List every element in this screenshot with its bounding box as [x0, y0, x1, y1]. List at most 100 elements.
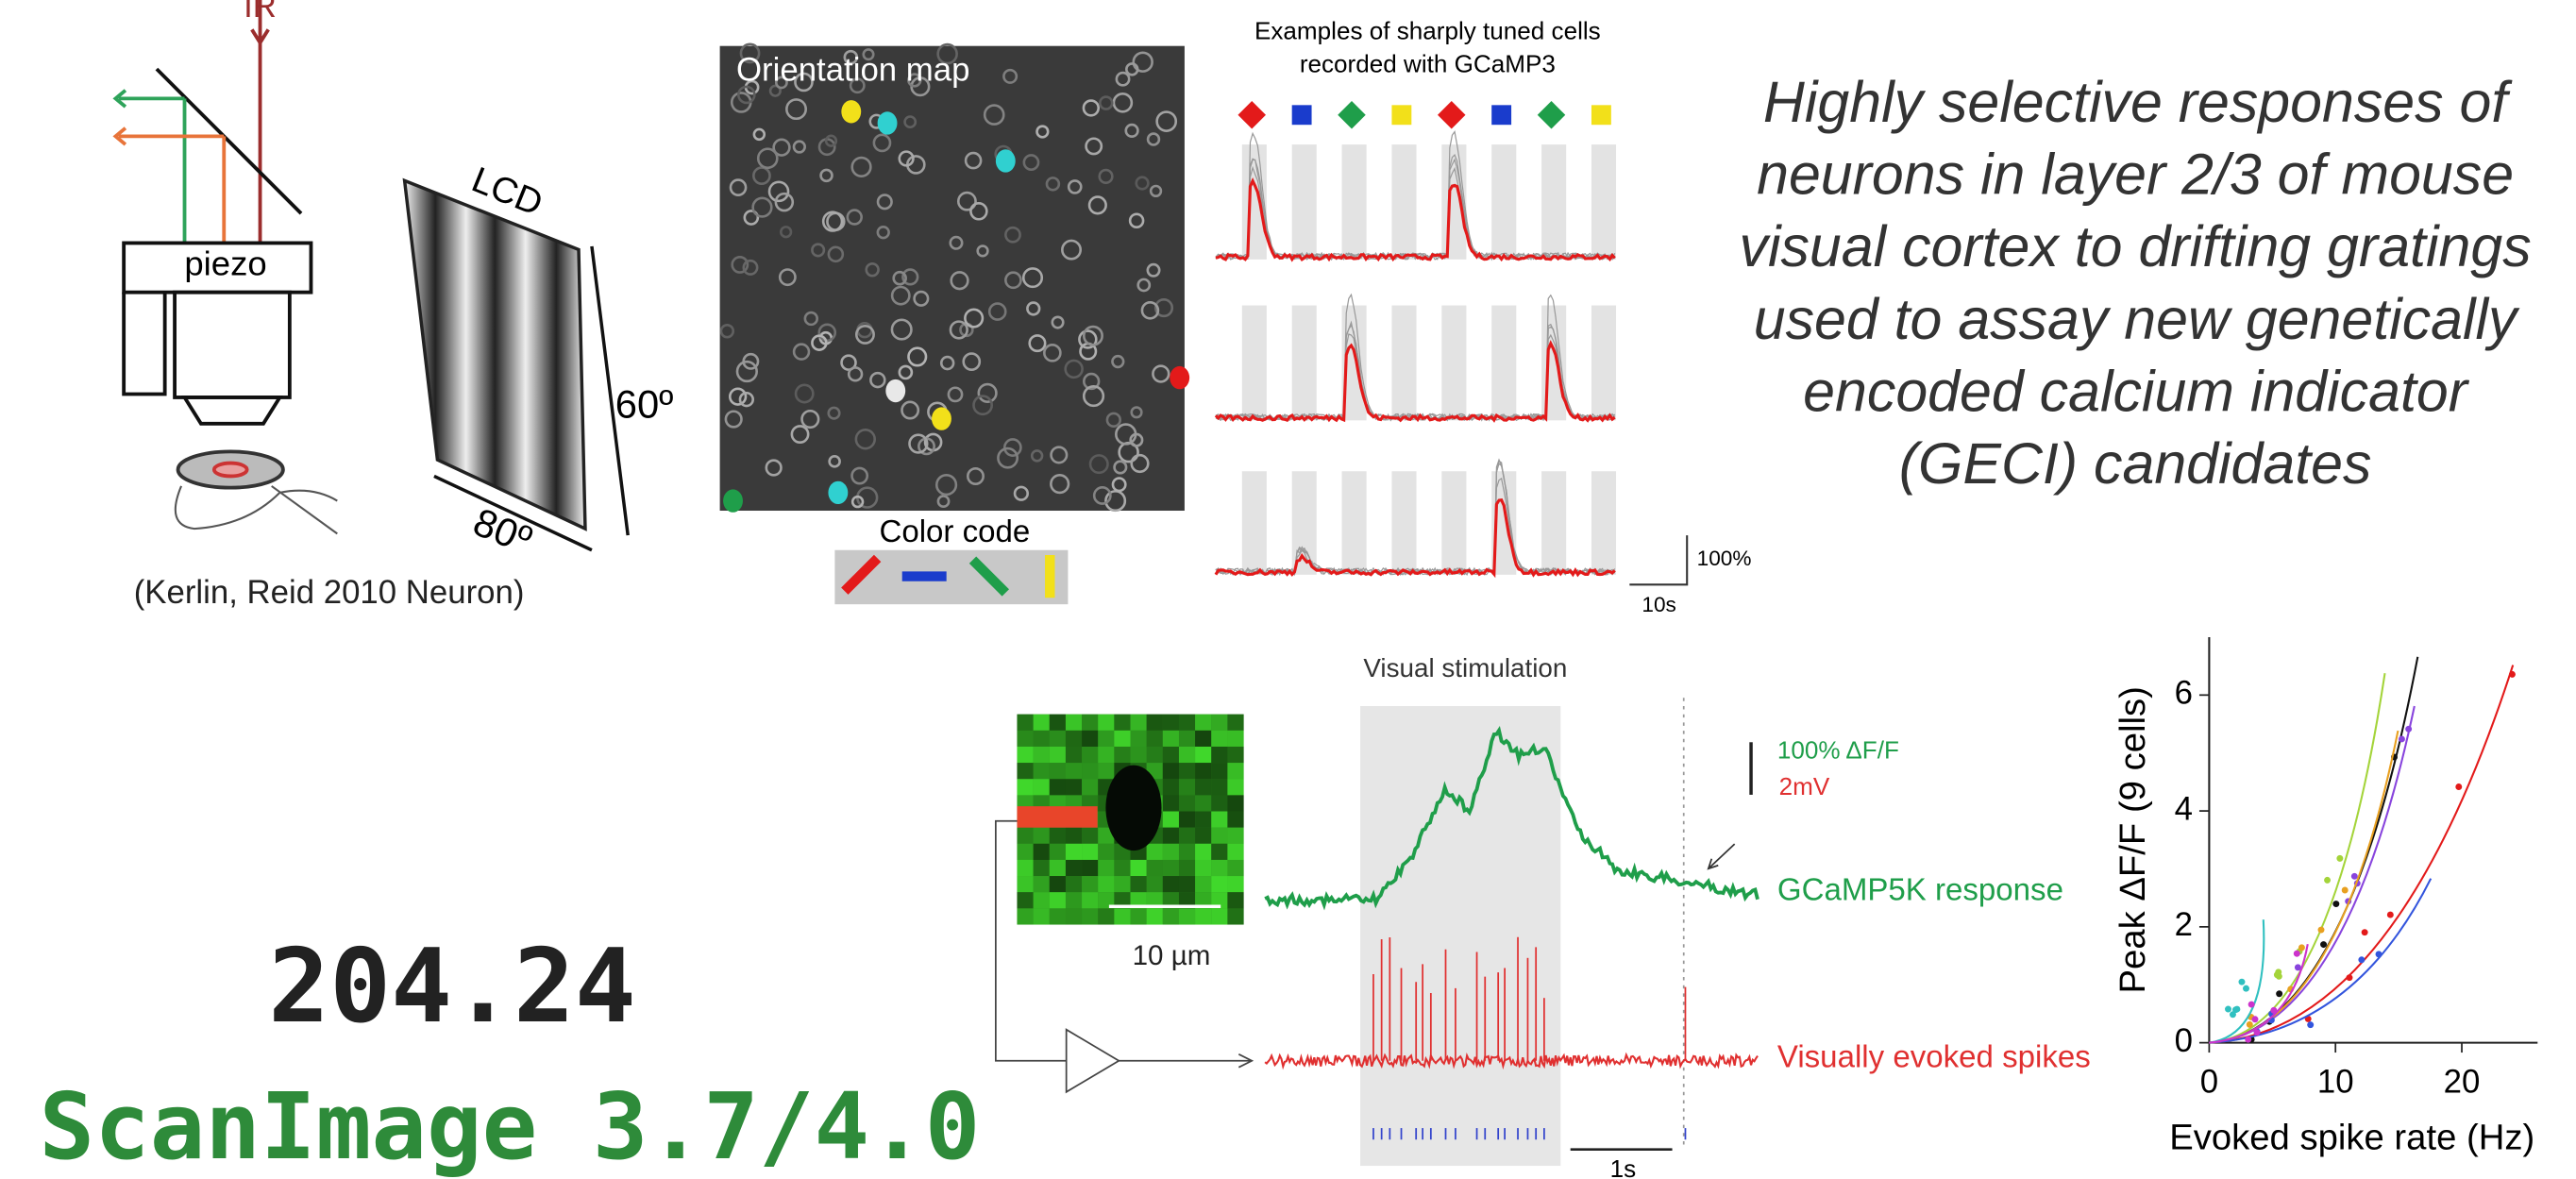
headline-line: neurons in layer 2/3 of mouse [1757, 143, 2514, 207]
tuning-title: recorded with GCaMP3 [1300, 49, 1556, 77]
y-axis-label: Peak ΔF/F (9 cells) [2113, 686, 2153, 993]
color-code-label: Color code [879, 514, 1030, 549]
sample-dot [2358, 956, 2365, 963]
pixel [1179, 876, 1195, 892]
x-tick-label: 10 [2317, 1064, 2354, 1100]
pixel [1147, 908, 1163, 924]
pixel [1179, 860, 1195, 876]
pixel [1163, 812, 1179, 828]
sample-dot [2387, 912, 2394, 918]
pixel [1017, 876, 1033, 892]
sample-dot [2318, 927, 2325, 934]
tuned-cell [841, 100, 861, 123]
sample-dot [2509, 671, 2516, 678]
pixel [1179, 828, 1195, 844]
pixel [1114, 731, 1130, 747]
headline-line: (GECI) candidates [1899, 431, 2372, 496]
pixel [1179, 812, 1195, 828]
pixel [1034, 892, 1050, 908]
sample-dot [2238, 979, 2245, 985]
stimulus-stripe [1541, 471, 1566, 575]
pixel [1098, 844, 1114, 860]
tuned-cell [932, 407, 951, 429]
pixel [1034, 860, 1050, 876]
stimulus-stripe [1591, 471, 1616, 575]
pipette [1017, 806, 1097, 828]
pixel [1017, 731, 1033, 747]
pixel [1211, 779, 1227, 795]
direction-icon [1292, 105, 1312, 125]
fluorescence-scale: 100% ΔF/F [1777, 736, 1899, 765]
x-tick-label: 0 [2200, 1064, 2218, 1100]
sample-dot [2332, 901, 2339, 907]
pixel [1098, 876, 1114, 892]
direction-icon [1237, 101, 1266, 129]
stimulus-window [1360, 706, 1560, 1166]
pixel [1098, 763, 1114, 779]
pixel [1211, 763, 1227, 779]
pixel [1098, 715, 1114, 731]
pixel [1195, 828, 1211, 844]
pixel [1227, 747, 1243, 763]
pixel [1066, 763, 1082, 779]
page: { "left_panel": { "ir_label": "IR", "pie… [0, 0, 2576, 1179]
sample-dot [2298, 944, 2305, 951]
slide: piezo IR LCD 60º 80º (Kerlin, Reid 2010 … [0, 0, 2576, 1179]
pixel [1211, 731, 1227, 747]
sample-dot [2245, 1036, 2251, 1043]
pixel [1211, 844, 1227, 860]
pixel [1163, 731, 1179, 747]
pixel [1050, 908, 1066, 924]
pixel [1017, 779, 1033, 795]
pixel [1050, 715, 1066, 731]
pixel [1227, 715, 1243, 731]
sample-dot [2376, 951, 2382, 957]
pixel [1195, 731, 1211, 747]
direction-icon [1338, 101, 1366, 129]
pixel [1179, 763, 1195, 779]
pixel [1050, 763, 1066, 779]
y-tick-label: 6 [2175, 676, 2193, 712]
pixel [1131, 731, 1147, 747]
pixel [1114, 715, 1130, 731]
fit-curve [2209, 731, 2398, 1043]
tuned-cell [828, 481, 848, 504]
pixel [1163, 715, 1179, 731]
stimulus-stripe [1391, 306, 1416, 421]
tuning-traces [1216, 101, 1616, 575]
tuning-scale-bar [1629, 535, 1687, 584]
direction-icon [1591, 105, 1611, 125]
sample-dot [2294, 951, 2300, 957]
window [214, 463, 247, 477]
pixel [1066, 892, 1082, 908]
pixel [1179, 779, 1195, 795]
pixel [1211, 715, 1227, 731]
sample-dot [2320, 941, 2327, 948]
pixel [1163, 908, 1179, 924]
sample-dot [2252, 1016, 2259, 1022]
pixel [1050, 876, 1066, 892]
pixel [1195, 844, 1211, 860]
amplifier [1067, 1030, 1120, 1092]
pixel [1034, 715, 1050, 731]
stimulus-stripe [1391, 144, 1416, 260]
pixel [1066, 731, 1082, 747]
x-axis-label: Evoked spike rate (Hz) [2169, 1117, 2534, 1157]
pixel [1195, 908, 1211, 924]
pixel [1050, 844, 1066, 860]
pixel [1098, 731, 1114, 747]
citation: (Kerlin, Reid 2010 Neuron) [134, 575, 525, 611]
pixel [1147, 844, 1163, 860]
sample-dot [2336, 855, 2343, 862]
pixel [1066, 828, 1082, 844]
pointer-arrow [1709, 844, 1735, 868]
pixel [1179, 908, 1195, 924]
pixel [1017, 828, 1033, 844]
pixel [1227, 795, 1243, 811]
pixel [1131, 876, 1147, 892]
pixel [1098, 860, 1114, 876]
sample-dot [2455, 783, 2462, 790]
response-label: GCaMP5K response [1777, 872, 2063, 907]
pixel [1082, 860, 1098, 876]
pixel [1163, 828, 1179, 844]
